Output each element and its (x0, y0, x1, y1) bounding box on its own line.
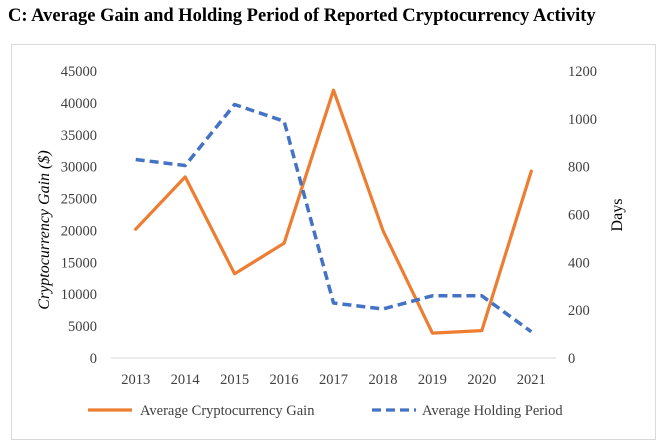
y2-tick-label: 0 (568, 351, 575, 367)
y-tick-label: 0 (90, 351, 97, 367)
legend: Average Cryptocurrency Gain Average Holdi… (88, 403, 563, 419)
x-tick-label: 2017 (319, 372, 348, 388)
x-tick-label: 2013 (121, 372, 150, 388)
y-tick-label: 20000 (61, 223, 97, 239)
y2-tick-label: 800 (568, 160, 590, 176)
series-line-gain (134, 88, 533, 335)
y-tick-label: 15000 (61, 255, 97, 271)
series-line-holding-period (135, 102, 533, 334)
x-tick-label: 2014 (171, 372, 201, 388)
x-tick-label: 2020 (467, 372, 496, 388)
x-tick-label: 2019 (418, 372, 447, 388)
y-tick-label: 40000 (61, 96, 97, 112)
x-tick-label: 2016 (270, 372, 299, 388)
chart-title: C: Average Gain and Holding Period of Re… (8, 6, 596, 26)
y-tick-label: 10000 (61, 287, 97, 303)
y-axis-title: Cryptocurrency Gain ($) (36, 150, 53, 309)
x-tick-label: 2021 (517, 372, 546, 388)
y2-tick-label: 600 (568, 208, 590, 224)
y-tick-label: 30000 (61, 160, 97, 176)
y2-tick-label: 400 (568, 255, 590, 271)
legend-label: Average Holding Period (422, 403, 563, 419)
y2-tick-label: 1000 (568, 112, 597, 128)
series-layer (134, 88, 533, 335)
x-tick-label: 2015 (220, 372, 249, 388)
legend-label: Average Cryptocurrency Gain (140, 403, 315, 419)
x-tick-label: 2018 (368, 372, 397, 388)
y-tick-label: 45000 (61, 64, 97, 80)
y2-tick-label: 1200 (568, 64, 597, 80)
axes-layer: 0500010000150002000025000300003500040000… (61, 64, 597, 388)
y2-tick-label: 200 (568, 303, 590, 319)
y-tick-label: 35000 (61, 128, 97, 144)
y-tick-label: 5000 (68, 319, 97, 335)
y2-axis-title: Days (609, 199, 626, 232)
y-tick-label: 25000 (61, 192, 97, 208)
chart-frame (11, 44, 656, 440)
